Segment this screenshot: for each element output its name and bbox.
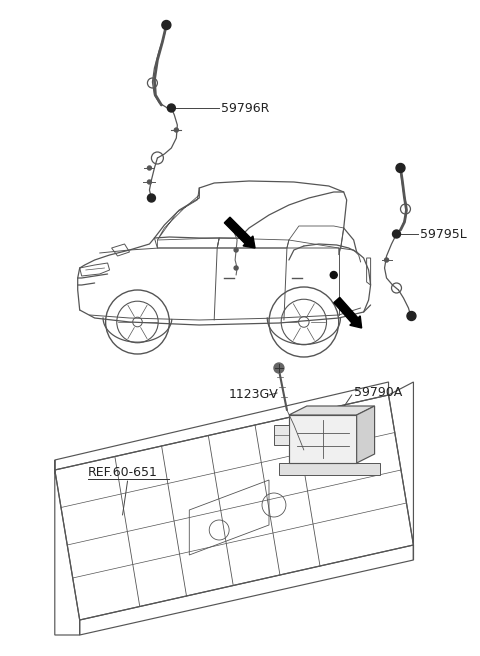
Text: REF.60-651: REF.60-651 — [88, 466, 157, 480]
Circle shape — [147, 180, 151, 184]
Circle shape — [396, 163, 405, 173]
FancyArrow shape — [334, 297, 361, 328]
Circle shape — [407, 312, 416, 321]
Text: 59790A: 59790A — [354, 386, 402, 398]
FancyArrow shape — [224, 217, 255, 248]
Polygon shape — [289, 415, 357, 463]
Circle shape — [274, 363, 284, 373]
Text: 59796R: 59796R — [221, 102, 270, 115]
Circle shape — [330, 272, 337, 279]
Polygon shape — [357, 406, 374, 463]
Text: 1123GV: 1123GV — [229, 388, 279, 401]
Circle shape — [234, 248, 238, 252]
Circle shape — [393, 230, 400, 238]
Circle shape — [384, 258, 388, 262]
Polygon shape — [279, 463, 380, 475]
Circle shape — [168, 104, 175, 112]
Circle shape — [147, 166, 151, 170]
Text: 59795L: 59795L — [420, 228, 467, 241]
Polygon shape — [274, 425, 289, 445]
Polygon shape — [289, 406, 374, 415]
Circle shape — [174, 128, 179, 132]
Circle shape — [162, 20, 171, 30]
Circle shape — [234, 266, 238, 270]
Circle shape — [147, 194, 156, 202]
